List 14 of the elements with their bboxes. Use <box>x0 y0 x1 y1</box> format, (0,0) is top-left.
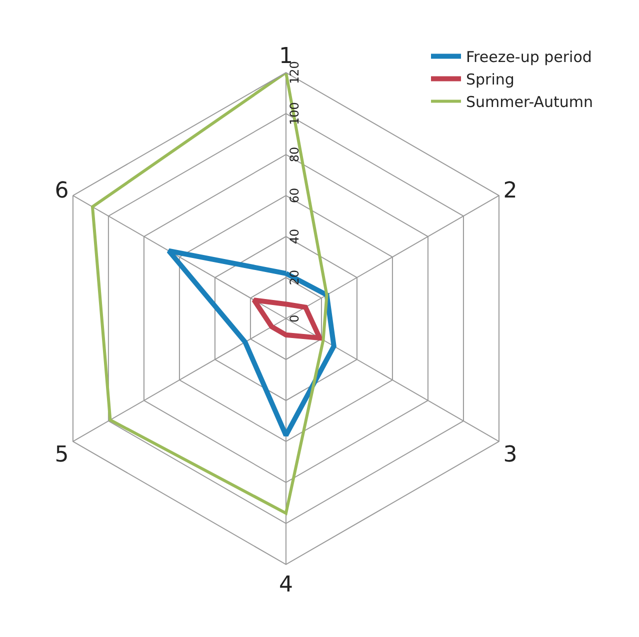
y-tick-label: 20 <box>287 270 302 286</box>
spoke-label: 5 <box>54 442 69 468</box>
y-tick-label: 40 <box>287 228 302 244</box>
spoke-label: 2 <box>503 178 518 204</box>
y-tick-label: 80 <box>287 146 302 162</box>
spoke-label: 3 <box>503 442 518 468</box>
legend-label: Summer-Autumn <box>466 93 594 112</box>
y-tick-label: 100 <box>287 102 302 125</box>
spoke-label: 6 <box>54 178 69 204</box>
y-tick-label: 0 <box>287 314 302 322</box>
y-tick-label: 60 <box>287 188 302 204</box>
legend-label: Freeze-up period <box>466 48 592 66</box>
spoke-label: 4 <box>278 572 293 598</box>
legend-label: Spring <box>466 70 514 89</box>
